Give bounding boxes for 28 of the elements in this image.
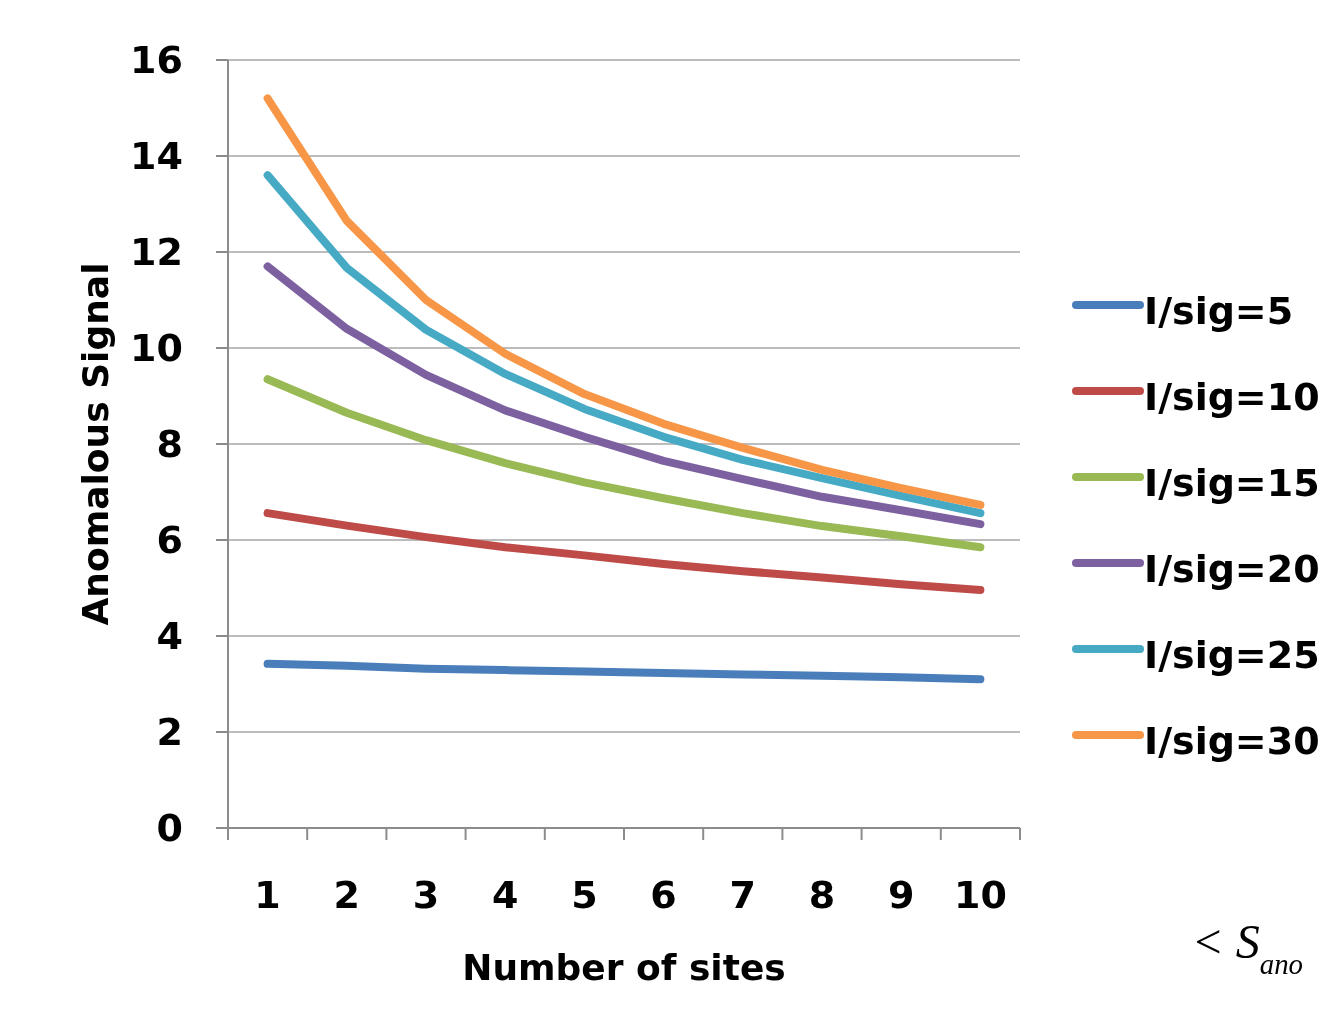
x-tick-label: 3 (412, 873, 440, 917)
y-tick-label: 12 (130, 230, 183, 275)
x-tick-label: 8 (808, 873, 836, 917)
x-tick-label: 9 (887, 873, 915, 917)
legend-label: I/sig=30 (1144, 719, 1320, 764)
y-tick-label: 2 (156, 710, 183, 755)
legend-label: I/sig=20 (1144, 547, 1320, 592)
y-tick-label: 14 (130, 134, 183, 179)
legend-label: I/sig=25 (1144, 633, 1320, 678)
x-tick-label: 1 (254, 873, 281, 917)
x-tick-label: 10 (953, 873, 1007, 917)
legend-label: I/sig=5 (1144, 289, 1294, 334)
y-tick-label: 6 (156, 518, 183, 563)
y-tick-label: 8 (156, 422, 183, 467)
x-tick-label: 4 (491, 873, 519, 917)
x-tick-label: 5 (571, 873, 598, 917)
x-tick-label: 7 (729, 873, 757, 917)
y-tick-label: 10 (130, 326, 183, 371)
y-tick-label: 16 (130, 38, 183, 83)
x-tick-label: 6 (650, 873, 677, 917)
y-axis-title: Anomalous Signal (75, 262, 116, 626)
y-tick-label: 4 (156, 614, 183, 659)
text: < S$_{ano}$ (1191, 915, 1303, 980)
y-tick-label: 0 (156, 806, 183, 851)
x-axis-title: Number of sites (462, 947, 786, 988)
x-tick-label: 2 (333, 873, 361, 917)
legend-label: I/sig=10 (1144, 375, 1320, 420)
legend-label: I/sig=15 (1144, 461, 1320, 506)
